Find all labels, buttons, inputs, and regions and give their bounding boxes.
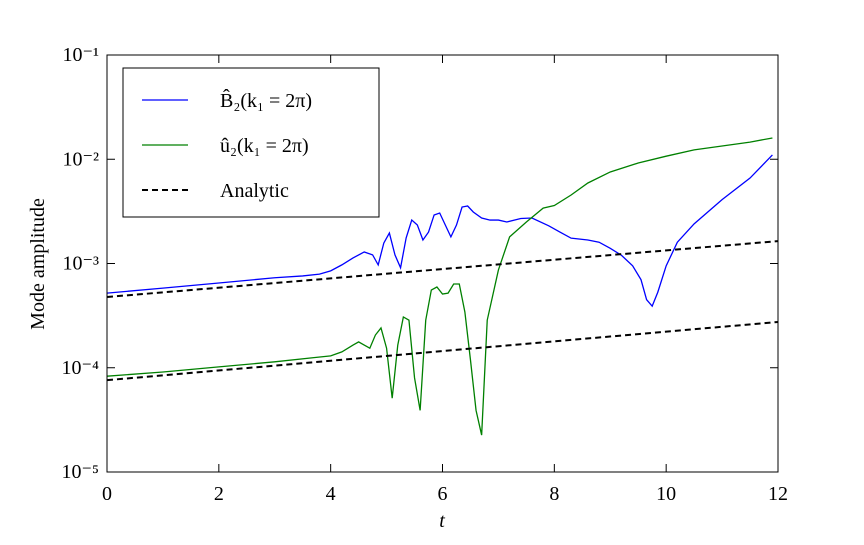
plot-lines <box>107 137 778 436</box>
y-tick-label: 10⁻³ <box>62 253 99 275</box>
x-axis-label: t <box>439 510 445 532</box>
legend-label: û₂(k₁ = 2π) <box>220 135 309 157</box>
x-tick-label: 8 <box>549 483 559 505</box>
x-tick-label: 10 <box>656 483 676 505</box>
x-tick-label: 12 <box>768 483 788 505</box>
series-line <box>107 154 773 308</box>
x-tick-label: 4 <box>326 483 336 505</box>
x-tick-label: 0 <box>102 483 112 505</box>
x-tick-label: 2 <box>214 483 224 505</box>
y-tick-label: 10⁻⁵ <box>61 461 99 483</box>
series-line <box>107 137 773 436</box>
legend-label: Analytic <box>220 180 289 202</box>
series-line <box>107 240 778 299</box>
legend-label: B̂₂(k₁ = 2π) <box>220 88 312 112</box>
y-tick-label: 10⁻⁴ <box>61 357 99 379</box>
x-tick-label: 6 <box>438 483 448 505</box>
y-tick-label: 10⁻¹ <box>62 44 99 66</box>
y-tick-label: 10⁻² <box>62 148 99 170</box>
series-line <box>107 320 778 382</box>
y-axis-label: Mode amplitude <box>27 198 49 330</box>
legend-box <box>122 67 380 218</box>
